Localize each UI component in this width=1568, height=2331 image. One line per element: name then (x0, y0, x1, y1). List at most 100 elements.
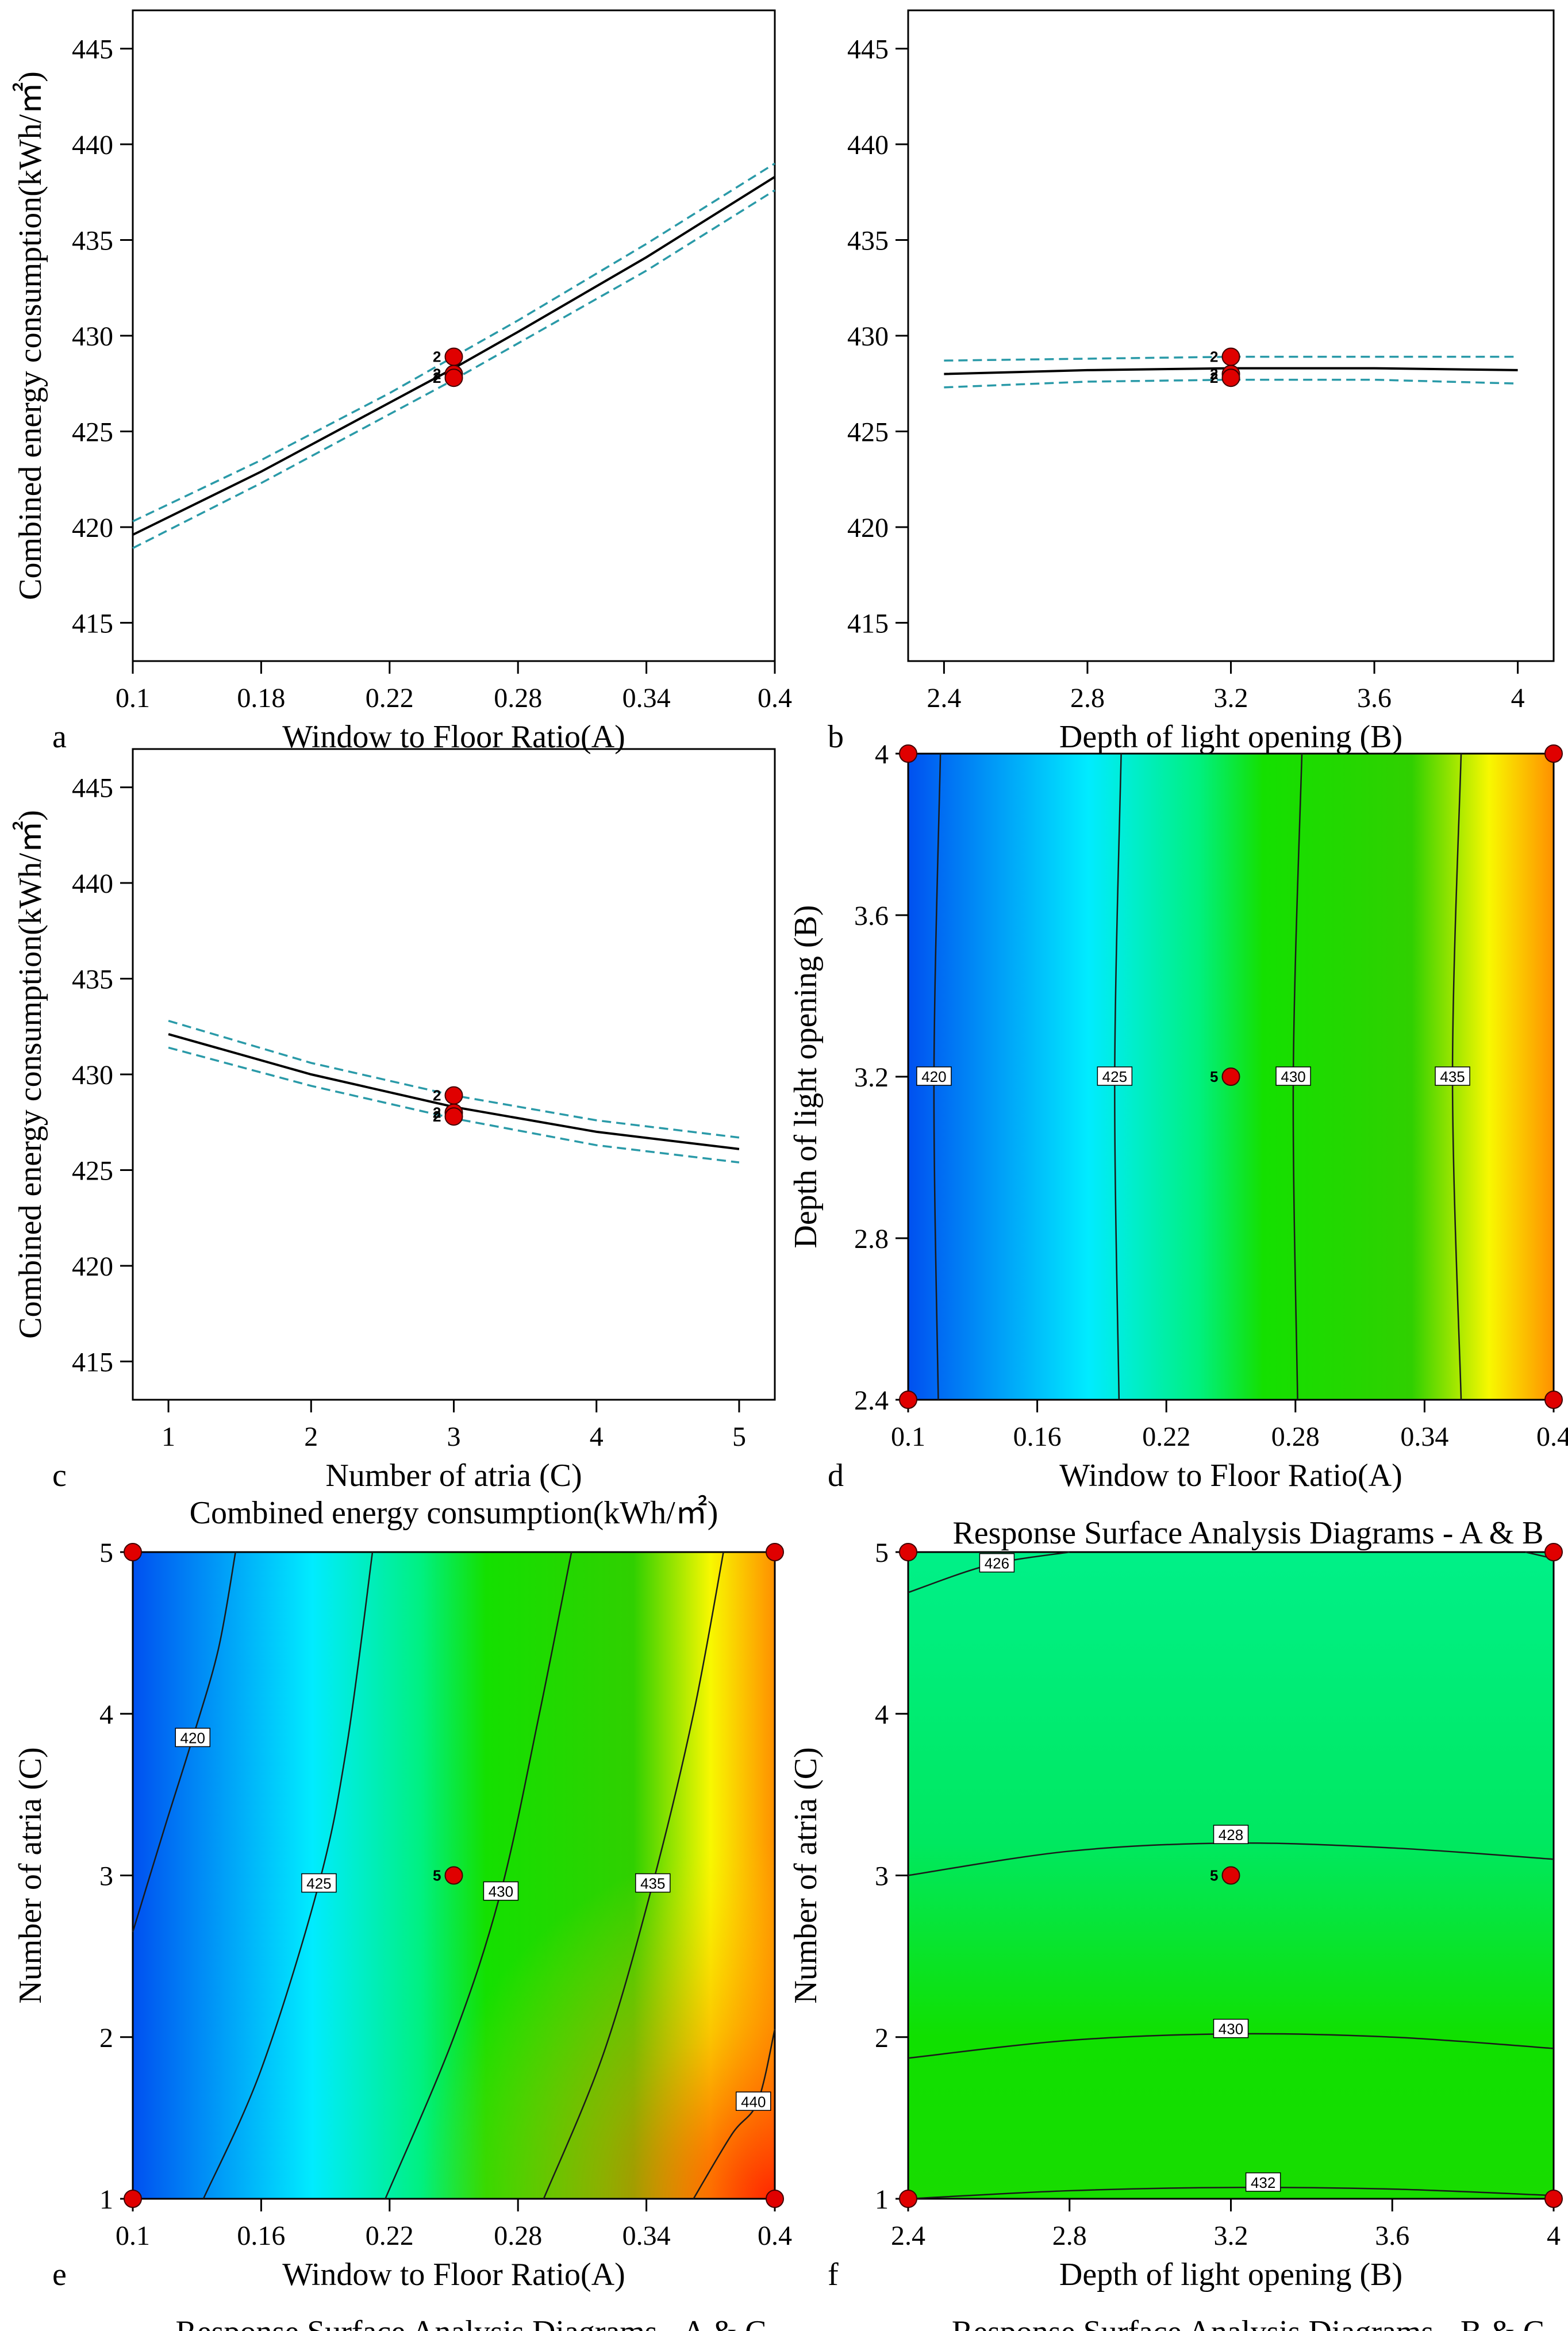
x-axis-label: Window to Floor Ratio(A) (1059, 1458, 1402, 1493)
contour-label-box (1275, 1066, 1311, 1086)
y-tick-label: 5 (875, 1538, 889, 1568)
design-point (899, 744, 917, 763)
design-point-count: 5 (1210, 1867, 1218, 1884)
contour-label-box (301, 1873, 337, 1893)
panel-letter: e (52, 2257, 67, 2292)
design-point-count: 5 (433, 1867, 441, 1884)
series-ci-upper (944, 355, 1518, 362)
y-tick-label: 1 (99, 2184, 113, 2215)
design-point-count: 5 (1210, 1068, 1218, 1085)
chart-panel-c: 1 2 3 4 5 415 420 425 430 435 440 445 Number of atri… (13, 748, 776, 1493)
x-tick-label: 0.1 (891, 1422, 925, 1452)
x-tick-label: 0.28 (494, 683, 542, 713)
x-tick-label: 3.6 (1357, 683, 1392, 713)
x-tick-label: 2.8 (1052, 2221, 1087, 2251)
y-tick-label: 2.8 (854, 1224, 889, 1254)
contour-label: 432 (1251, 2174, 1275, 2191)
chart-panel-e: 0.1 0.16 0.22 0.28 0.34 0.4 1 2 3 4 5 Window to Flo… (13, 1495, 792, 2331)
y-tick-label: 425 (72, 417, 113, 447)
contour-label-box (916, 1066, 952, 1086)
x-axis-label: Depth of light opening (B) (1059, 719, 1402, 755)
y-tick-label: 5 (99, 1538, 113, 1568)
panel-letter: a (52, 719, 67, 755)
x-tick-label: 0.22 (366, 683, 414, 713)
x-tick-label: 0.22 (1142, 1422, 1190, 1452)
chart-panel-a: 0.1 0.18 0.22 0.28 0.34 0.4 415 420 425 430 435 440… (13, 9, 792, 755)
contour-label: 425 (1102, 1068, 1127, 1085)
x-tick-label: 3.2 (1214, 683, 1248, 713)
panel-letter: f (828, 2257, 839, 2292)
contour-label: 435 (1440, 1068, 1465, 1085)
contour-label-box (1245, 2172, 1281, 2192)
y-tick-label: 415 (847, 608, 889, 639)
contour-label-box (979, 1553, 1015, 1573)
panel-letter: d (828, 1458, 844, 1493)
design-point (1544, 744, 1563, 763)
y-tick-label: 3 (99, 1861, 113, 1892)
y-tick-label: 435 (72, 965, 113, 995)
contour-label: 420 (180, 1729, 205, 1746)
y-tick-label: 430 (72, 321, 113, 352)
contour-label: 430 (1281, 1068, 1305, 1085)
design-point-count: 2 (1210, 348, 1218, 366)
x-tick-label: 0.1 (116, 683, 150, 713)
design-point (1221, 347, 1240, 366)
panel-letter: c (52, 1458, 67, 1493)
plot-frame (132, 9, 776, 662)
y-axis-label: Depth of light opening (B) (788, 905, 824, 1248)
panel-caption: Response Surface Analysis Diagrams - A &… (952, 1515, 1543, 1551)
panel-caption: Response Surface Analysis Diagrams - A &… (175, 2314, 766, 2331)
design-point (899, 1391, 917, 1409)
x-tick-label: 2 (304, 1422, 318, 1452)
x-tick-label: 4 (1511, 683, 1525, 713)
y-axis-label: Combined energy consumption(kWh/㎡) (13, 71, 48, 600)
series-ci-lower (944, 378, 1518, 389)
design-point-count: 2 (1210, 366, 1218, 383)
contour-label-box (635, 1873, 671, 1893)
x-tick-label: 2.4 (891, 2221, 925, 2251)
y-tick-label: 425 (72, 1155, 113, 1186)
x-tick-label: 0.4 (1536, 1422, 1568, 1452)
design-point (1544, 1543, 1563, 1561)
y-tick-label: 420 (847, 513, 889, 543)
y-tick-label: 445 (72, 773, 113, 804)
x-tick-label: 0.16 (237, 2221, 285, 2251)
contour-label-box (736, 2091, 771, 2111)
design-point-count: 2 (433, 1108, 441, 1125)
x-axis-label: Number of atria (C) (325, 1458, 582, 1493)
y-tick-label: 435 (847, 226, 889, 256)
x-tick-label: 0.16 (1013, 1422, 1062, 1452)
x-tick-label: 0.18 (237, 683, 285, 713)
series-ci-upper (132, 162, 775, 523)
x-tick-label: 0.1 (116, 2221, 150, 2251)
y-tick-label: 3 (875, 1861, 889, 1892)
x-tick-label: 3.6 (1375, 2221, 1409, 2251)
contour-label-box (1213, 2018, 1249, 2038)
design-point (444, 347, 463, 366)
contour-label: 435 (640, 1875, 665, 1892)
y-tick-label: 415 (72, 608, 113, 639)
plot-frame (132, 748, 776, 1401)
x-tick-label: 0.4 (758, 2221, 792, 2251)
contour-label: 420 (921, 1068, 946, 1085)
chart-title: Combined energy consumption(kWh/㎡) (190, 1495, 718, 1531)
y-tick-label: 420 (72, 1251, 113, 1282)
x-tick-label: 0.34 (622, 683, 671, 713)
y-axis-label: Number of atria (C) (13, 1747, 48, 2003)
x-tick-label: 2.8 (1070, 683, 1105, 713)
x-tick-label: 4 (590, 1422, 604, 1452)
y-tick-label: 440 (72, 869, 113, 899)
design-point-count: 2 (1210, 369, 1218, 386)
design-point (1544, 2190, 1563, 2208)
design-point (766, 2190, 784, 2208)
design-point (444, 1086, 463, 1105)
x-tick-label: 0.22 (366, 2221, 414, 2251)
contour-label-box (1213, 1825, 1249, 1844)
y-tick-label: 435 (72, 226, 113, 256)
contour-label: 440 (741, 2093, 766, 2110)
contour-label-box (483, 1881, 519, 1901)
y-tick-label: 3.2 (854, 1062, 889, 1093)
y-tick-label: 2 (99, 2023, 113, 2053)
y-tick-label: 445 (847, 34, 889, 65)
contour-label: 428 (1219, 1826, 1243, 1844)
